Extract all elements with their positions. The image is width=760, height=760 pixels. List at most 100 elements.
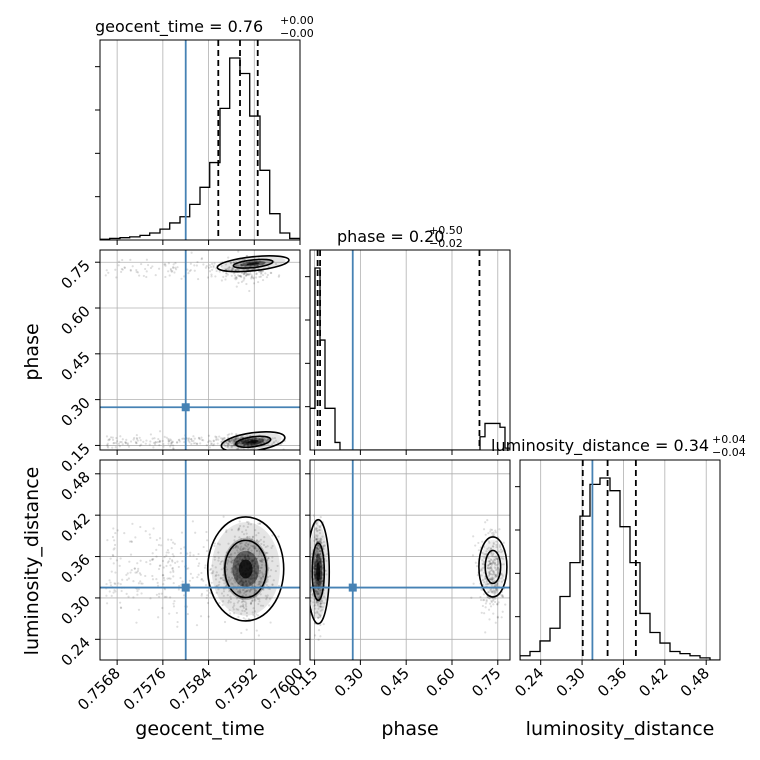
panel-luminosity-distance-vs-phase-sample bbox=[488, 571, 491, 574]
panel-luminosity-distance-vs-geocent-time-sample bbox=[189, 554, 192, 557]
panel-phase-vs-geocent-time-sample bbox=[146, 263, 150, 267]
panel-luminosity-distance-vs-geocent-time-sample bbox=[149, 597, 152, 600]
panel-luminosity-distance-vs-geocent-time-sample bbox=[213, 558, 216, 561]
panel-luminosity-distance-vs-geocent-time-sample bbox=[235, 575, 238, 578]
panel-luminosity-distance-vs-phase-sample bbox=[314, 567, 317, 571]
panel-luminosity-distance-vs-phase-sample bbox=[316, 559, 319, 563]
panel-phase-vs-geocent-time-sample bbox=[216, 442, 219, 445]
panel-luminosity-distance-vs-geocent-time-sample bbox=[253, 546, 256, 549]
panel-luminosity-distance-vs-geocent-time-sample bbox=[258, 569, 261, 572]
panel-luminosity-distance-vs-phase-sample bbox=[317, 607, 320, 610]
panel-phase-vs-geocent-time-sample bbox=[111, 438, 115, 441]
panel-luminosity-distance-vs-phase-sample bbox=[501, 595, 504, 598]
panel-phase-vs-geocent-time-sample bbox=[240, 435, 243, 439]
panel-luminosity-distance-vs-geocent-time-sample bbox=[270, 546, 273, 549]
panel-luminosity-distance-vs-geocent-time-sample bbox=[139, 525, 142, 529]
panel-luminosity-distance-vs-geocent-time-sample bbox=[160, 592, 163, 595]
panel-luminosity-distance-vs-geocent-time-sample bbox=[203, 566, 207, 569]
panel-luminosity-distance-vs-geocent-time-sample bbox=[233, 602, 236, 605]
panel-luminosity-distance-vs-phase-sample bbox=[320, 555, 323, 558]
panel-luminosity-distance-vs-geocent-time-sample bbox=[254, 562, 257, 565]
panel-phase-vs-geocent-time-sample bbox=[154, 441, 157, 444]
panel-luminosity-distance-vs-geocent-time-sample bbox=[254, 567, 257, 571]
panel-phase-vs-geocent-time-sample bbox=[212, 264, 215, 267]
panel-phase-vs-geocent-time-sample bbox=[231, 440, 234, 443]
panel-luminosity-distance-vs-geocent-time-sample bbox=[235, 570, 239, 573]
panel-phase-vs-geocent-time-sample bbox=[228, 433, 231, 436]
panel-luminosity-distance-vs-geocent-time-sample bbox=[240, 577, 243, 580]
panel-luminosity-distance-vs-geocent-time-sample bbox=[257, 565, 261, 568]
panel-phase-vs-geocent-time-sample bbox=[230, 440, 234, 443]
panel-luminosity-distance-vs-phase-sample bbox=[317, 540, 320, 543]
panel-phase-vs-geocent-time-sample bbox=[264, 439, 268, 442]
panel-luminosity-distance-vs-geocent-time-sample bbox=[231, 582, 234, 586]
panel-luminosity-distance-vs-geocent-time-sample bbox=[202, 579, 205, 582]
panel-luminosity-distance-vs-phase-sample bbox=[500, 580, 503, 583]
panel-luminosity-distance-vs-geocent-time-border bbox=[99, 459, 301, 661]
panel-luminosity-distance-vs-phase-sample bbox=[489, 566, 492, 569]
panel-luminosity-distance-vs-geocent-time-sample bbox=[151, 578, 155, 581]
panel-luminosity-distance-vs-phase-sample bbox=[317, 560, 320, 563]
panel-luminosity-distance-vs-geocent-time-sample bbox=[259, 604, 263, 607]
panel-phase-vs-geocent-time-sample bbox=[238, 442, 241, 446]
panel-phase-vs-geocent-time-ytick-label-2: 0.45 bbox=[57, 348, 93, 384]
panel-luminosity-distance-vs-geocent-time-sample bbox=[252, 565, 256, 568]
panel-luminosity-distance-vs-phase-sample bbox=[317, 550, 320, 553]
panel-luminosity-distance-vs-phase-sample bbox=[320, 570, 323, 573]
panel-phase-vs-geocent-time-sample bbox=[169, 269, 172, 272]
panel-luminosity-distance-vs-geocent-time-sample bbox=[241, 597, 244, 600]
panel-luminosity-distance-vs-geocent-time-sample bbox=[186, 612, 189, 616]
panel-luminosity-distance-vs-phase-sample bbox=[314, 588, 318, 591]
panel-luminosity-distance-vs-geocent-time-sample bbox=[266, 551, 269, 554]
panel-phase-vs-geocent-time-sample bbox=[261, 439, 265, 442]
panel-luminosity-distance-vs-geocent-time-sample bbox=[234, 546, 237, 549]
panel-luminosity-distance-vs-geocent-time-sample bbox=[200, 594, 203, 597]
panel-luminosity-distance-vs-phase-sample bbox=[490, 551, 493, 554]
panel-phase-vs-geocent-time-sample bbox=[213, 262, 216, 265]
panel-luminosity-distance-vs-geocent-time-sample bbox=[156, 584, 160, 587]
panel-phase-vs-geocent-time-sample bbox=[243, 276, 246, 279]
panel-luminosity-distance-vs-phase-sample bbox=[317, 582, 320, 586]
panel-luminosity-distance-vs-geocent-time-sample bbox=[274, 569, 277, 573]
panel-phase-vs-geocent-time-sample bbox=[129, 440, 133, 443]
panel-luminosity-distance-vs-phase-sample bbox=[474, 561, 477, 564]
panel-luminosity-distance-vs-phase-sample bbox=[481, 540, 484, 543]
panel-phase-vs-geocent-time-sample bbox=[197, 436, 201, 439]
panel-luminosity-distance-vs-geocent-time-sample bbox=[112, 548, 115, 551]
panel-luminosity-distance-vs-phase-sample bbox=[317, 613, 321, 616]
panel-phase-vs-geocent-time-sample bbox=[188, 441, 191, 444]
panel-luminosity-distance-vs-geocent-time-sample bbox=[119, 606, 123, 610]
panel-phase-vs-geocent-time-samples bbox=[104, 250, 286, 450]
panel-luminosity-distance-vs-geocent-time-sample bbox=[240, 612, 243, 615]
panel-phase-vs-geocent-time-sample bbox=[254, 264, 257, 267]
panel-luminosity-distance-vs-geocent-time-sample bbox=[112, 591, 115, 594]
panel-luminosity-distance-vs-phase-sample bbox=[490, 577, 493, 581]
panel-luminosity-distance-vs-geocent-time-sample bbox=[196, 576, 199, 579]
panel-phase-vs-geocent-time-sample bbox=[200, 257, 204, 260]
panel-luminosity-distance-vs-geocent-time-sample bbox=[249, 602, 253, 605]
panel-phase-vs-geocent-time-sample bbox=[204, 266, 207, 269]
panel-luminosity-distance-vs-geocent-time-sample bbox=[234, 564, 237, 568]
panel-phase-vs-geocent-time-sample bbox=[279, 443, 282, 446]
panel-luminosity-distance-vs-phase-sample bbox=[316, 580, 320, 583]
hist-phase-plot-area bbox=[310, 250, 510, 450]
panel-luminosity-distance-vs-phase-sample bbox=[319, 539, 323, 542]
panel-phase-vs-geocent-time-sample bbox=[105, 435, 109, 438]
panel-luminosity-distance-vs-geocent-time-sample bbox=[222, 594, 225, 597]
panel-luminosity-distance-vs-geocent-time-sample bbox=[176, 560, 179, 563]
panel-luminosity-distance-vs-phase-sample bbox=[483, 612, 486, 615]
panel-phase-vs-geocent-time-sample bbox=[140, 262, 143, 266]
panel-luminosity-distance-vs-geocent-time-sample bbox=[253, 571, 256, 574]
panel-luminosity-distance-vs-phase-sample bbox=[315, 546, 319, 549]
panel-luminosity-distance-vs-geocent-time-sample bbox=[245, 541, 248, 545]
panel-luminosity-distance-vs-phase-sample bbox=[484, 631, 487, 634]
panel-luminosity-distance-vs-geocent-time-sample bbox=[113, 589, 116, 592]
panel-phase-vs-geocent-time-sample bbox=[226, 433, 229, 437]
panel-luminosity-distance-vs-geocent-time-sample bbox=[245, 557, 248, 560]
panel-phase-vs-geocent-time-sample bbox=[177, 438, 180, 442]
panel-phase-vs-geocent-time-sample bbox=[144, 267, 147, 271]
panel-luminosity-distance-vs-phase-sample bbox=[497, 562, 500, 565]
panel-luminosity-distance-vs-phase-sample bbox=[502, 579, 506, 582]
panel-phase-vs-geocent-time-sample bbox=[244, 438, 247, 442]
panel-luminosity-distance-vs-geocent-time-sample bbox=[266, 578, 269, 581]
